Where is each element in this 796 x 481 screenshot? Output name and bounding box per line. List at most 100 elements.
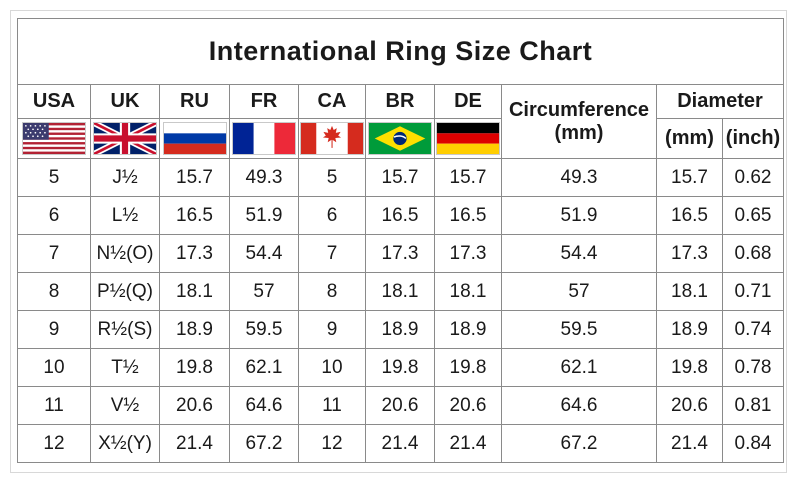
table-row: 7 N½(O) 17.3 54.4 7 17.3 17.3 54.4 17.3 … (17, 234, 785, 273)
circumference-label-line2: (mm) (554, 121, 604, 144)
cell-br-size: 18.1 (365, 272, 435, 311)
brazil-flag-cell (365, 118, 435, 159)
cell-de-size: 16.5 (434, 196, 502, 235)
table-row: 9 R½(S) 18.9 59.5 9 18.9 18.9 59.5 18.9 … (17, 310, 785, 349)
cell-de-size: 20.6 (434, 386, 502, 425)
cell-fr-size: 62.1 (229, 348, 299, 387)
col-header-diameter-inch: (inch) (721, 118, 785, 159)
cell-usa-size: 8 (17, 272, 91, 311)
cell-br-size: 20.6 (365, 386, 435, 425)
cell-ca-size: 6 (298, 196, 366, 235)
cell-uk-size: L½ (90, 196, 160, 235)
cell-fr-size: 54.4 (229, 234, 299, 273)
cell-ru-size: 17.3 (159, 234, 230, 273)
cell-de-size: 15.7 (434, 158, 502, 197)
cell-de-size: 21.4 (434, 424, 502, 463)
cell-circumference: 54.4 (501, 234, 657, 273)
cell-usa-size: 7 (17, 234, 91, 273)
col-header-de: DE (434, 84, 502, 119)
cell-uk-size: J½ (90, 158, 160, 197)
uk-flag-cell (90, 118, 160, 159)
cell-uk-size: X½(Y) (90, 424, 160, 463)
cell-fr-size: 51.9 (229, 196, 299, 235)
cell-diameter-inch: 0.78 (721, 348, 785, 387)
col-header-ru: RU (159, 84, 230, 119)
cell-diameter-mm: 18.9 (656, 310, 723, 349)
cell-de-size: 18.9 (434, 310, 502, 349)
cell-circumference: 57 (501, 272, 657, 311)
cell-ru-size: 15.7 (159, 158, 230, 197)
cell-circumference: 62.1 (501, 348, 657, 387)
canada-flag-icon (300, 122, 364, 155)
cell-diameter-mm: 19.8 (656, 348, 723, 387)
uk-flag-icon (93, 122, 157, 155)
france-flag-cell (229, 118, 299, 159)
cell-circumference: 51.9 (501, 196, 657, 235)
cell-diameter-inch: 0.84 (721, 424, 785, 463)
cell-circumference: 49.3 (501, 158, 657, 197)
cell-de-size: 18.1 (434, 272, 502, 311)
cell-uk-size: V½ (90, 386, 160, 425)
table-row: 6 L½ 16.5 51.9 6 16.5 16.5 51.9 16.5 0.6… (17, 196, 785, 235)
title-row: International Ring Size Chart (16, 18, 785, 85)
cell-ru-size: 20.6 (159, 386, 230, 425)
cell-diameter-mm: 20.6 (656, 386, 723, 425)
cell-ru-size: 16.5 (159, 196, 230, 235)
cell-ca-size: 11 (298, 386, 366, 425)
cell-br-size: 17.3 (365, 234, 435, 273)
france-flag-icon (232, 122, 296, 155)
cell-fr-size: 57 (229, 272, 299, 311)
russia-flag-cell (159, 118, 230, 159)
cell-br-size: 15.7 (365, 158, 435, 197)
cell-de-size: 17.3 (434, 234, 502, 273)
cell-usa-size: 12 (17, 424, 91, 463)
cell-circumference: 67.2 (501, 424, 657, 463)
cell-usa-size: 10 (17, 348, 91, 387)
usa-flag-cell (17, 118, 91, 159)
cell-br-size: 16.5 (365, 196, 435, 235)
cell-diameter-inch: 0.68 (721, 234, 785, 273)
table-row: 10 T½ 19.8 62.1 10 19.8 19.8 62.1 19.8 0… (17, 348, 785, 387)
cell-br-size: 19.8 (365, 348, 435, 387)
germany-flag-icon (436, 122, 500, 155)
col-header-diameter-mm: (mm) (656, 118, 723, 159)
cell-uk-size: R½(S) (90, 310, 160, 349)
cell-diameter-inch: 0.65 (721, 196, 785, 235)
cell-diameter-mm: 17.3 (656, 234, 723, 273)
cell-circumference: 64.6 (501, 386, 657, 425)
cell-ca-size: 8 (298, 272, 366, 311)
cell-diameter-mm: 15.7 (656, 158, 723, 197)
cell-diameter-mm: 18.1 (656, 272, 723, 311)
country-header-row: USA UK RU FR CA BR DE Circumference (mm)… (17, 84, 785, 159)
cell-uk-size: N½(O) (90, 234, 160, 273)
cell-ru-size: 18.1 (159, 272, 230, 311)
cell-ru-size: 18.9 (159, 310, 230, 349)
cell-uk-size: P½(Q) (90, 272, 160, 311)
cell-ru-size: 21.4 (159, 424, 230, 463)
col-header-diameter: Diameter (655, 84, 785, 119)
col-header-uk: UK (90, 84, 160, 119)
cell-usa-size: 5 (17, 158, 91, 197)
cell-diameter-inch: 0.74 (721, 310, 785, 349)
russia-flag-icon (162, 122, 227, 155)
canada-flag-cell (298, 118, 366, 159)
table-row: 11 V½ 20.6 64.6 11 20.6 20.6 64.6 20.6 0… (17, 386, 785, 425)
cell-circumference: 59.5 (501, 310, 657, 349)
chart-title: International Ring Size Chart (16, 18, 785, 85)
cell-br-size: 18.9 (365, 310, 435, 349)
cell-ca-size: 10 (298, 348, 366, 387)
cell-diameter-inch: 0.81 (721, 386, 785, 425)
cell-usa-size: 9 (17, 310, 91, 349)
cell-de-size: 19.8 (434, 348, 502, 387)
cell-diameter-inch: 0.62 (721, 158, 785, 197)
col-header-usa: USA (17, 84, 91, 119)
col-header-br: BR (365, 84, 435, 119)
cell-ru-size: 19.8 (159, 348, 230, 387)
cell-diameter-mm: 16.5 (656, 196, 723, 235)
col-header-ca: CA (298, 84, 366, 119)
ring-size-chart-table: International Ring Size Chart USA UK RU … (16, 18, 785, 463)
cell-ca-size: 9 (298, 310, 366, 349)
cell-diameter-inch: 0.71 (721, 272, 785, 311)
flag-row: (mm) (inch) (17, 118, 785, 159)
cell-br-size: 21.4 (365, 424, 435, 463)
